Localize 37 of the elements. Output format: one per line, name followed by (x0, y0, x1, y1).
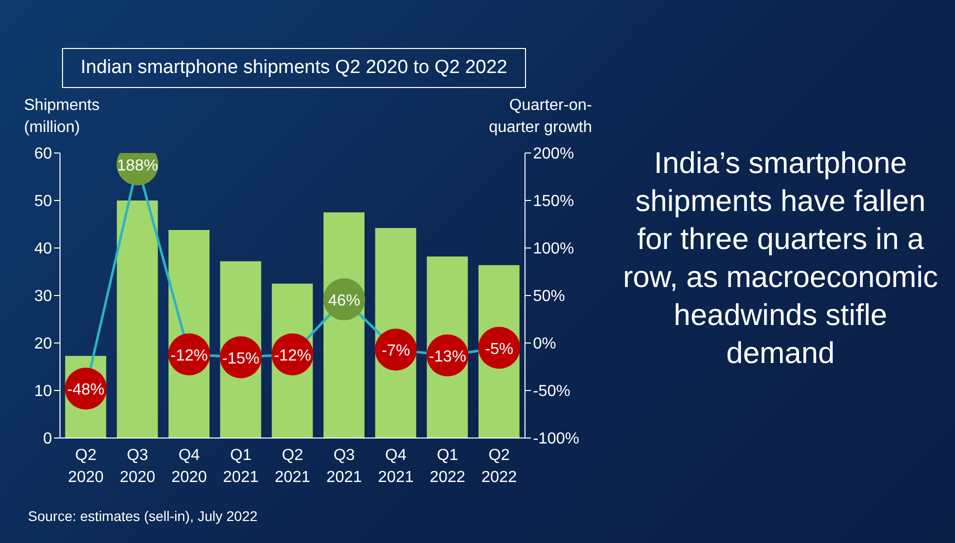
text: India’s smartphone shipments have fallen for three quarters in a row, as macroeconomic headwinds stifle demand (622, 146, 940, 372)
y-tick-label: 20 (34, 336, 52, 353)
y-tick-label: 30 (34, 288, 52, 306)
data-label: -5% (484, 340, 514, 358)
y-tick-label: 40 (34, 240, 52, 258)
y2-tick-label: 0% (533, 336, 556, 353)
y-tick-label: 10 (34, 383, 52, 400)
y2-tick-label: -100% (533, 430, 580, 448)
data-label: -12% (274, 347, 312, 364)
data-label: 46% (328, 292, 360, 310)
x-tick-label: Q3 2020 (120, 447, 156, 486)
y-tick-label: 0 (43, 430, 52, 448)
x-tick-label: Q3 2021 (326, 447, 362, 486)
y2-axis-title: Quarter-on-quarter growth (488, 96, 592, 138)
y2-tick-label: 50% (533, 288, 566, 306)
y-tick-label: 60 (34, 146, 52, 163)
data-label: -7% (382, 342, 410, 360)
data-label: -48% (67, 382, 105, 399)
data-label: -13% (428, 348, 466, 366)
y-tick-label: 50 (34, 193, 52, 210)
x-tick-label: Q1 2022 (430, 447, 466, 486)
y2-tick-label: 200% (533, 146, 574, 163)
source-note: Source: estimates (sell-in), July 2022 (28, 508, 258, 524)
chart-title: Indian smartphone shipments Q2 2020 to Q2 2022 (62, 48, 526, 88)
data-label: -15% (222, 350, 260, 368)
x-tick-label: Q2 2022 (481, 447, 518, 486)
x-tick-label: Q1 2021 (223, 447, 259, 486)
y2-tick-label: 100% (533, 240, 574, 258)
x-tick-label: Q2 2020 (68, 447, 104, 486)
y2-tick-label: 150% (533, 193, 574, 210)
y2-tick-label: -50% (533, 383, 570, 400)
x-tick-label: Q2 2021 (274, 447, 310, 486)
x-tick-label: Q4 2020 (171, 447, 208, 486)
y-axis-title: Shipments (million) (24, 96, 101, 138)
x-tick-label: Q4 2021 (378, 447, 414, 486)
data-label: 188% (117, 157, 158, 174)
data-label: -12% (170, 347, 208, 364)
